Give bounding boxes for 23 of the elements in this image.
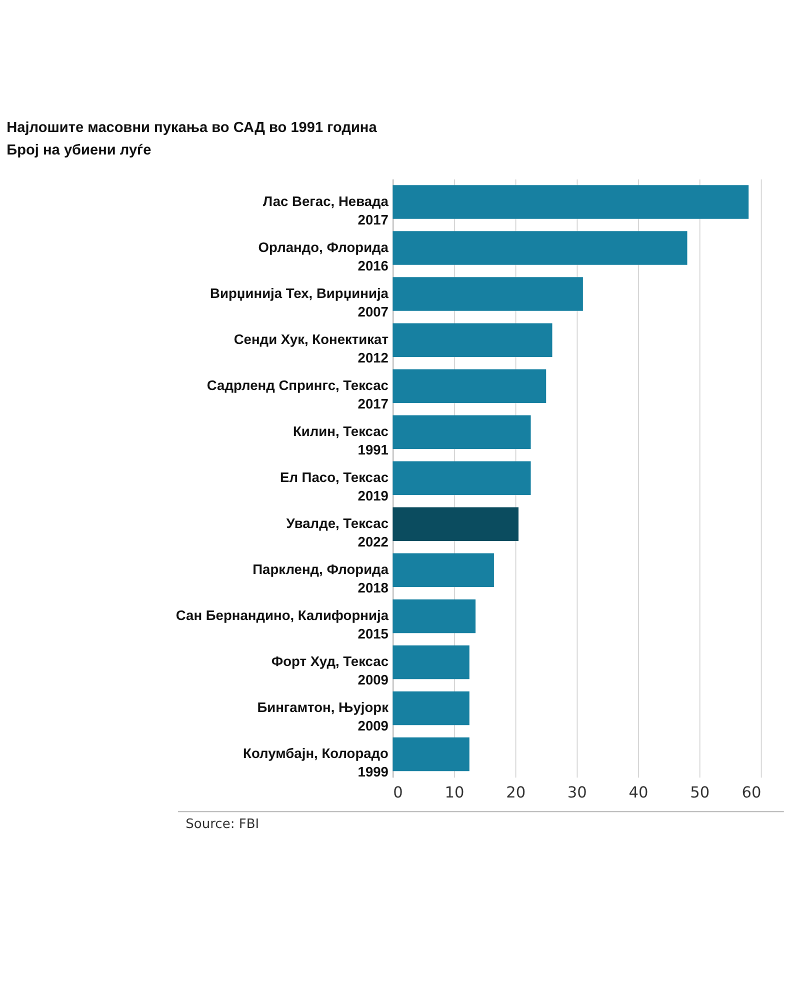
y-tick-label: Лас Вегас, Невада 2017 — [262, 194, 389, 228]
y-tick-label: Орландо, Флорида 2016 — [258, 240, 389, 274]
y-tick-label: Бингамтон, Њујорк 2009 — [257, 700, 389, 734]
y-tick-label: Увалде, Тексас 2022 — [286, 516, 389, 550]
y-tick-label: Колумбајн, Колорадо 1999 — [243, 746, 389, 780]
x-tick-label: 60 — [742, 784, 762, 802]
y-tick-label: Садрленд Спрингс, Тексас 2017 — [206, 378, 389, 412]
x-tick-label: 0 — [393, 784, 403, 802]
y-tick-label: Ел Пасо, Тексас 2019 — [280, 470, 389, 504]
x-tick-label: 40 — [628, 784, 648, 802]
x-tick-label: 20 — [506, 784, 526, 802]
x-tick-label: 10 — [444, 784, 464, 802]
source-note: Source: FBI — [186, 816, 260, 832]
y-tick-label: Форт Худ, Тексас 2009 — [271, 654, 389, 688]
y-tick-label: Вирџинија Тех, Вирџинија 2007 — [210, 286, 389, 320]
y-tick-label: Сенди Хук, Конектикат 2012 — [234, 332, 389, 366]
text: Број на убиени луѓе — [6, 142, 152, 158]
y-tick-label: Паркленд, Флорида 2018 — [252, 562, 389, 596]
y-tick-label: Сан Бернандино, Калифорнија 2015 — [176, 608, 389, 642]
x-tick-label: 50 — [690, 784, 710, 802]
x-tick-label: 30 — [567, 784, 587, 802]
text: Најлошите масовни пукања во САД во 1991 година — [6, 120, 378, 136]
y-tick-label: Килин, Тексас 1991 — [293, 424, 389, 458]
